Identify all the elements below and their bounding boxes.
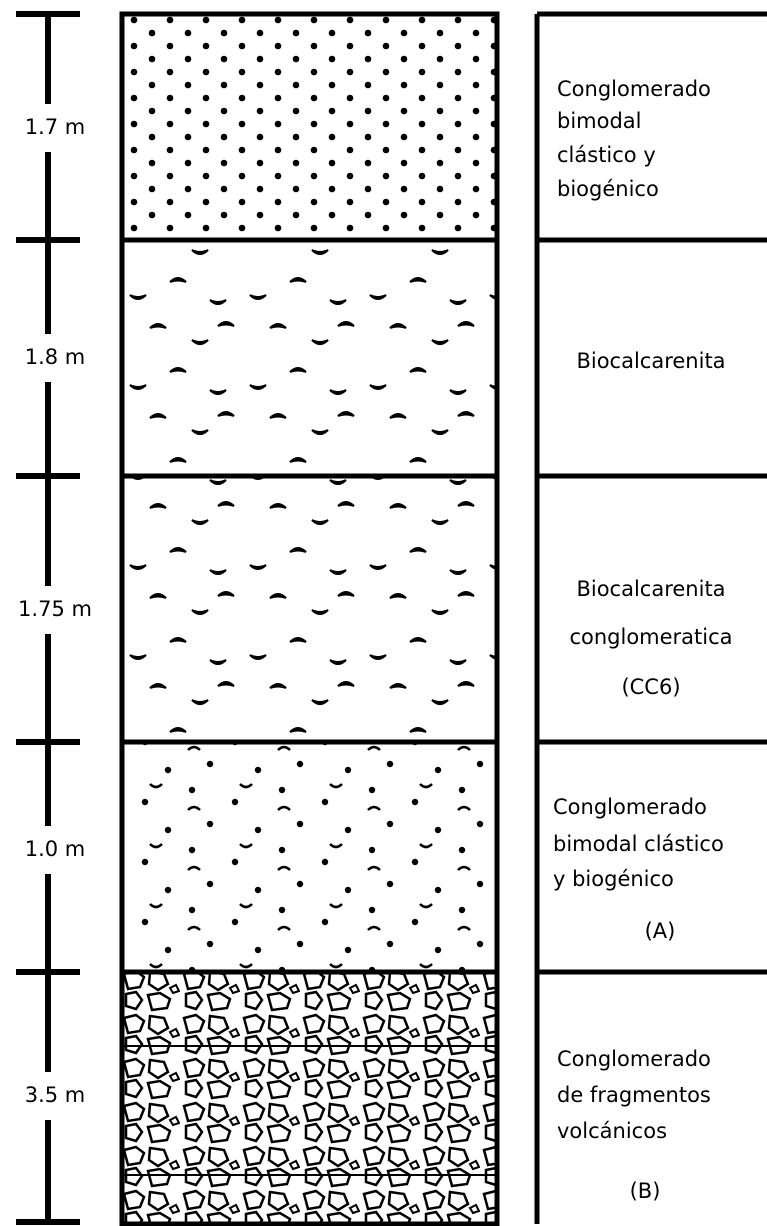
description: Conglomerado: [557, 1047, 711, 1071]
description: biogénico: [557, 177, 659, 201]
description: Conglomerado: [557, 77, 711, 101]
thickness-label: 1.0 m: [25, 837, 86, 861]
description: y biogénico: [553, 867, 674, 891]
description: de fragmentos: [557, 1083, 711, 1107]
description: (CC6): [621, 675, 680, 699]
layer-pattern: [122, 476, 497, 742]
stratigraphic-column: 1.7 m 1.8 m 1.75 m 1.0 m 3.5 m Conglomer…: [0, 0, 767, 1226]
thickness-label: 1.75 m: [18, 597, 92, 621]
description: Biocalcarenita: [576, 577, 725, 601]
description: Biocalcarenita: [576, 349, 725, 373]
layer-pattern: [122, 240, 497, 476]
thickness-label: 1.8 m: [25, 345, 86, 369]
page: {"layers": [ {"thickness": "1.7 m", "des…: [0, 0, 767, 1226]
layer-pattern: [122, 972, 497, 1224]
description: Conglomerado: [553, 795, 707, 819]
description: bimodal: [557, 109, 642, 133]
layer-pattern: [122, 742, 497, 972]
description: (B): [630, 1179, 661, 1203]
thickness-label: 1.7 m: [25, 115, 86, 139]
description: clástico y: [557, 143, 656, 167]
description: bimodal clástico: [553, 832, 724, 856]
thickness-label: 3.5 m: [25, 1083, 86, 1107]
description: volcánicos: [557, 1119, 667, 1143]
description: (A): [645, 919, 676, 943]
description: conglomeratica: [569, 625, 732, 649]
layer-pattern: [122, 14, 497, 240]
